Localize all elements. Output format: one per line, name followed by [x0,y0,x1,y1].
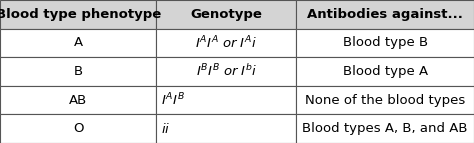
Bar [296,114,474,143]
Text: B: B [73,65,83,78]
Bar [0,0,156,29]
Text: Blood type phenotype: Blood type phenotype [0,8,161,21]
Text: $I^BI^B$ or $I^bi$: $I^BI^B$ or $I^bi$ [196,63,257,80]
Text: $I^AI^B$: $I^AI^B$ [161,92,185,108]
Bar [296,0,474,29]
Text: None of the blood types: None of the blood types [305,94,465,107]
Bar [296,29,474,57]
Text: $ii$: $ii$ [161,122,171,136]
Bar [156,29,296,57]
Text: Blood type A: Blood type A [343,65,428,78]
Text: AB: AB [69,94,87,107]
Text: $I^AI^A$ or $I^Ai$: $I^AI^A$ or $I^Ai$ [195,35,257,51]
Bar [0,86,156,114]
Bar [296,57,474,86]
Bar [0,57,156,86]
Text: O: O [73,122,83,135]
Text: A: A [73,36,83,49]
Text: Genotype: Genotype [191,8,262,21]
Bar [156,0,296,29]
Bar [0,29,156,57]
Text: Blood types A, B, and AB: Blood types A, B, and AB [302,122,468,135]
Text: Antibodies against...: Antibodies against... [307,8,463,21]
Bar [156,57,296,86]
Bar [0,114,156,143]
Bar [156,86,296,114]
Text: Blood type B: Blood type B [343,36,428,49]
Bar [156,114,296,143]
Bar [296,86,474,114]
